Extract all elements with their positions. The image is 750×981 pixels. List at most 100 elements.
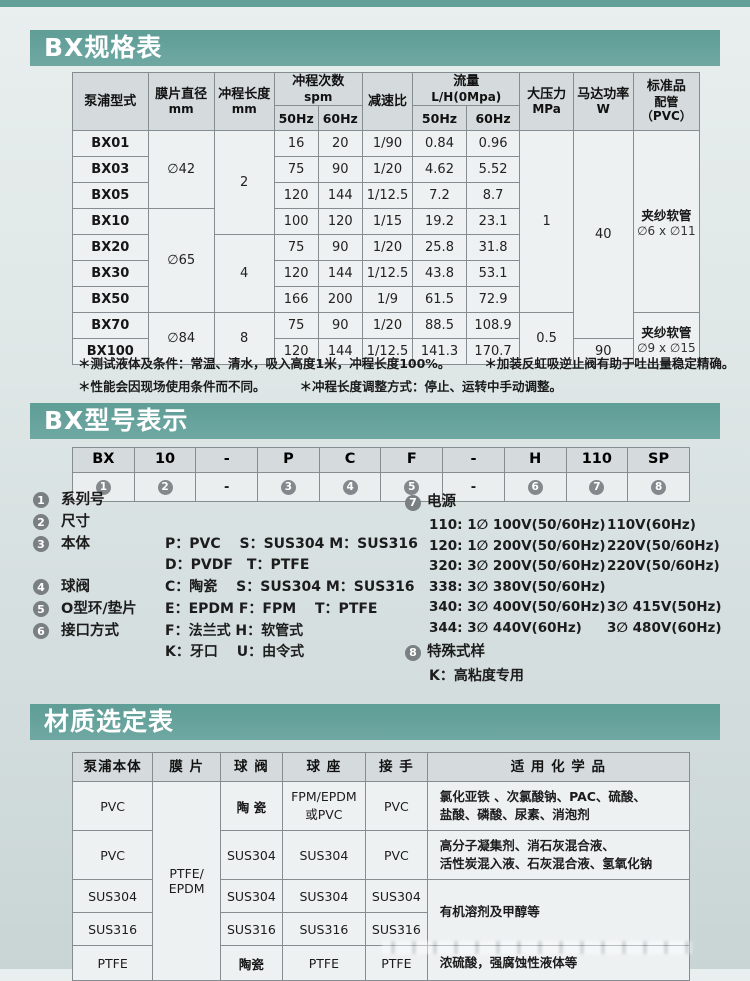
spec-table: 泵浦型式 膜片直径 mm 冲程长度 mm 冲程次数 spm 减速比 流量 L/H(0Mp… xyxy=(72,72,701,365)
cell-seat: SUS304 xyxy=(281,879,367,913)
cell-valve: SUS304 xyxy=(220,879,283,913)
circled-number-4-icon: 4 xyxy=(342,479,358,495)
cell-spm50: 120 xyxy=(273,338,319,365)
col-header-standard-piping: 标准品 配管（PVC） xyxy=(632,72,701,131)
cell-body: SUS316 xyxy=(71,912,154,946)
cell-diaphragm: ∅65 xyxy=(147,208,215,313)
cell-spm50: 100 xyxy=(273,208,319,235)
cell-valve: 陶 瓷 xyxy=(220,781,283,831)
index-cell-dash: - xyxy=(195,472,259,502)
cell-pressure: 1 xyxy=(519,130,574,313)
circled-number-3-icon: 3 xyxy=(280,479,296,495)
footnote-check-valve: ＊加装反虹吸逆止阀有助于吐出量稳定精确。 xyxy=(484,356,735,371)
cell-flow50: 141.3 xyxy=(412,338,467,365)
col-header-pump-body: 泵浦本体 xyxy=(71,752,154,782)
cell-seat: SUS304 xyxy=(281,830,367,880)
cell-spm60: 144 xyxy=(317,182,363,209)
cell-ratio: 1/12.5 xyxy=(361,182,414,209)
circled-number-1-icon: 1 xyxy=(95,479,111,495)
col-header-max-pressure: 大压力 MPa xyxy=(519,72,574,131)
power-option-110: 110: 1∅ 100V(50/60Hz) 110V(60Hz) xyxy=(429,517,696,533)
cell-motor: 40 xyxy=(572,130,634,339)
col-header-flow: 流量 L/H(0Mpa) xyxy=(412,72,521,106)
cell-body: SUS304 xyxy=(71,879,154,913)
cell-model: BX03 xyxy=(72,156,149,183)
cell-chemicals: 氯化亚铁 、次氯酸钠、PAC、硫酸、 盐酸、磷酸、尿素、消泡剂 xyxy=(426,781,691,831)
col-header-diaphragm: 膜 片 xyxy=(152,752,222,782)
cell-seat: SUS316 xyxy=(281,912,367,946)
circled-number-8-icon: 8 xyxy=(405,644,421,661)
legend-item-size: 2 尺寸 xyxy=(33,512,403,533)
power-option-344: 344: 3∅ 440V(60Hz) 3∅ 480V(60Hz) xyxy=(429,619,722,636)
cell-spm50: 120 xyxy=(273,182,319,209)
section-header-material: 材质选定表 xyxy=(30,704,720,740)
cell-spm60: 90 xyxy=(317,234,363,261)
cell-flow60: 0.96 xyxy=(465,130,521,157)
footnote-line-1: ＊测试液体及条件：常温、清水，吸入高度1米，冲程长度100%。 ＊加装反虹吸逆止… xyxy=(78,352,738,375)
cell-joint: PVC xyxy=(365,781,428,831)
circled-number-8-icon: 8 xyxy=(651,479,667,495)
code-body: P xyxy=(257,447,320,473)
col-header-pump-model: 泵浦型式 xyxy=(72,72,149,131)
power-option-340: 340: 3∅ 400V(50/60Hz) 3∅ 415V(50Hz) xyxy=(429,599,722,615)
section-title-material: 材质选定表 xyxy=(44,707,175,736)
cell-piping: 夹纱软管 ∅9 x ∅15 xyxy=(632,312,701,365)
cell-model: BX20 xyxy=(72,234,149,261)
cell-flow60: 8.7 xyxy=(465,182,521,209)
cell-model: BX100 xyxy=(72,338,149,365)
table-row: PVC PTFE/ EPDM 陶 瓷 FPM/EPDM 或PVC PVC 氯化亚… xyxy=(71,781,691,981)
cell-pressure: 0.5 xyxy=(519,312,574,365)
circled-number-5-icon: 5 xyxy=(33,601,49,617)
cell-diaphragm: PTFE/ EPDM xyxy=(152,781,222,981)
cell-ratio: 1/20 xyxy=(361,156,414,183)
col-header-stroke-rate: 冲程次数 spm xyxy=(273,72,363,106)
model-code-table: BX 10 - P C F - H 110 SP 1 2 - 3 4 5 - 6… xyxy=(72,447,690,502)
cell-flow60: 5.52 xyxy=(465,156,521,183)
model-index-row: 1 2 - 3 4 5 - 6 7 8 xyxy=(72,472,690,502)
cell-stroke: 8 xyxy=(213,312,275,365)
cell-flow50: 19.2 xyxy=(412,208,467,235)
cell-model: BX05 xyxy=(72,182,149,209)
cell-flow50: 88.5 xyxy=(412,312,467,339)
code-power: 110 xyxy=(565,447,629,473)
cell-motor: 90 xyxy=(572,338,634,365)
model-legend-right: 7 电源 110: 1∅ 100V(50/60Hz) 110V(60Hz) 12… xyxy=(405,492,735,687)
cell-spm50: 75 xyxy=(273,156,319,183)
section-title-model: BX型号表示 xyxy=(44,406,189,435)
cell-joint: PVC xyxy=(365,830,428,880)
cell-spm60: 90 xyxy=(317,312,363,339)
spec-header-row-1: 泵浦型式 膜片直径 mm 冲程长度 mm 冲程次数 spm 减速比 流量 L/H(0Mp… xyxy=(72,72,701,131)
cell-seat: PTFE xyxy=(281,945,367,981)
table-row: SUS316 SUS316 SUS316 SUS316 xyxy=(71,912,690,946)
index-cell: 6 xyxy=(503,472,567,502)
cell-flow50: 7.2 xyxy=(412,182,467,209)
code-size: 10 xyxy=(133,447,197,473)
index-cell: 7 xyxy=(565,472,629,502)
index-cell-dash: - xyxy=(442,472,505,502)
table-row: BX05 120 144 1/12.5 7.2 8.7 xyxy=(72,182,700,209)
cell-joint: SUS316 xyxy=(365,912,428,946)
watermark xyxy=(382,941,692,954)
top-accent-strip xyxy=(0,0,750,7)
col-header-applicable-chemicals: 适 用 化 学 品 xyxy=(426,752,691,782)
col-header-flow-50hz: 50Hz xyxy=(412,105,467,131)
cell-body: PVC xyxy=(71,830,154,880)
cell-ratio: 1/20 xyxy=(361,312,414,339)
cell-joint: SUS304 xyxy=(365,879,428,913)
material-table: 泵浦本体 膜 片 球 阀 球 座 接 手 适 用 化 学 品 PVC PTFE/… xyxy=(71,752,691,981)
model-legend-left: 1 系列号 2 尺寸 3 本体 P：PVC S：SUS304 M：SUS316 … xyxy=(33,490,418,664)
circled-number-6-icon: 6 xyxy=(33,623,49,639)
section-title-spec: BX规格表 xyxy=(44,33,163,62)
col-header-ball-valve: 球 阀 xyxy=(220,752,283,782)
material-header-row: 泵浦本体 膜 片 球 阀 球 座 接 手 适 用 化 学 品 xyxy=(71,752,691,782)
code-series: BX xyxy=(72,447,135,473)
circled-number-7-icon: 7 xyxy=(405,494,421,511)
cell-spm60: 20 xyxy=(317,130,363,157)
cell-flow60: 23.1 xyxy=(465,208,521,235)
circled-number-3-icon: 3 xyxy=(33,536,49,552)
cell-flow50: 61.5 xyxy=(412,286,467,313)
table-row: PVC SUS304 SUS304 PVC 高分子凝集剂、消石灰混合液、 活性炭… xyxy=(71,830,691,880)
cell-valve: SUS304 xyxy=(220,830,283,880)
code-valve: C xyxy=(318,447,382,473)
cell-body: PTFE xyxy=(71,945,154,981)
